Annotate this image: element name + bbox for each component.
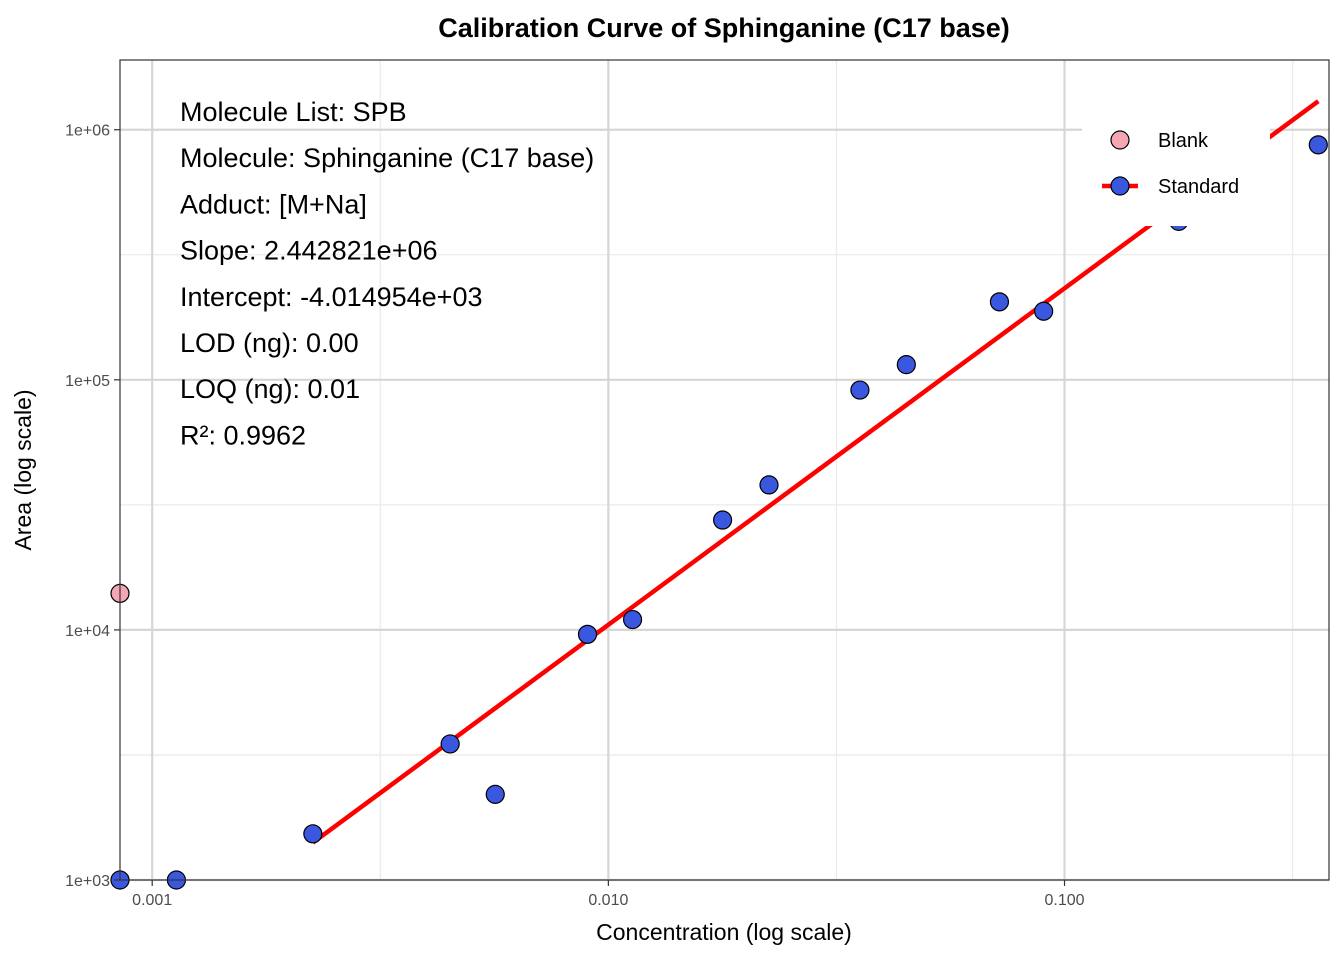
y-axis-ticks: 1e+03 1e+04 1e+05 1e+06 xyxy=(65,123,120,890)
annotation-line: Molecule List: SPB xyxy=(180,97,407,127)
standard-point xyxy=(622,609,643,630)
annotation-line: Slope: 2.442821e+06 xyxy=(180,236,438,266)
legend-standard-key xyxy=(1110,176,1130,196)
standard-point xyxy=(577,624,598,644)
x-axis-ticks: 0.001 0.010 0.100 xyxy=(132,880,1085,909)
plot-panel-border xyxy=(119,59,1330,881)
standard-point xyxy=(896,355,916,375)
annotation-line: LOQ (ng): 0.01 xyxy=(180,374,360,404)
standard-point xyxy=(759,475,779,495)
y-tick-label: 1e+03 xyxy=(65,873,110,890)
annotation-line: Molecule: Sphinganine (C17 base) xyxy=(180,143,594,173)
y-tick-label: 1e+06 xyxy=(65,123,110,140)
annotation-line: LOD (ng): 0.00 xyxy=(180,328,359,358)
x-tick-label: 0.100 xyxy=(1045,892,1085,909)
standard-point xyxy=(485,784,505,804)
standard-point xyxy=(712,510,733,530)
standard-point xyxy=(989,292,1010,312)
standard-point xyxy=(1308,135,1328,155)
x-tick-label: 0.010 xyxy=(588,892,628,909)
annotation-line: Intercept: -4.014954e+03 xyxy=(180,282,482,312)
stats-annotations: Molecule List: SPB Molecule: Sphinganine … xyxy=(180,97,594,450)
x-tick-label: 0.001 xyxy=(132,892,172,909)
standard-point xyxy=(303,824,323,844)
y-axis-title: Area (log scale) xyxy=(10,389,36,550)
annotation-line: Adduct: [M+Na] xyxy=(180,189,367,219)
annotation-line: R²: 0.9962 xyxy=(180,420,306,450)
legend-standard-label: Standard xyxy=(1158,176,1239,198)
legend-blank-key xyxy=(1110,130,1130,150)
legend-blank-label: Blank xyxy=(1158,130,1209,152)
grid-minor xyxy=(120,60,1329,880)
chart-title: Calibration Curve of Sphinganine (C17 ba… xyxy=(438,13,1010,43)
y-tick-label: 1e+04 xyxy=(65,623,110,640)
y-tick-label: 1e+05 xyxy=(65,373,110,390)
standard-point xyxy=(850,380,870,400)
x-axis-title: Concentration (log scale) xyxy=(596,919,852,945)
standard-point xyxy=(440,734,460,754)
standard-point xyxy=(1034,301,1054,321)
legend: Blank Standard xyxy=(1082,112,1270,226)
legend-background xyxy=(1082,112,1270,226)
